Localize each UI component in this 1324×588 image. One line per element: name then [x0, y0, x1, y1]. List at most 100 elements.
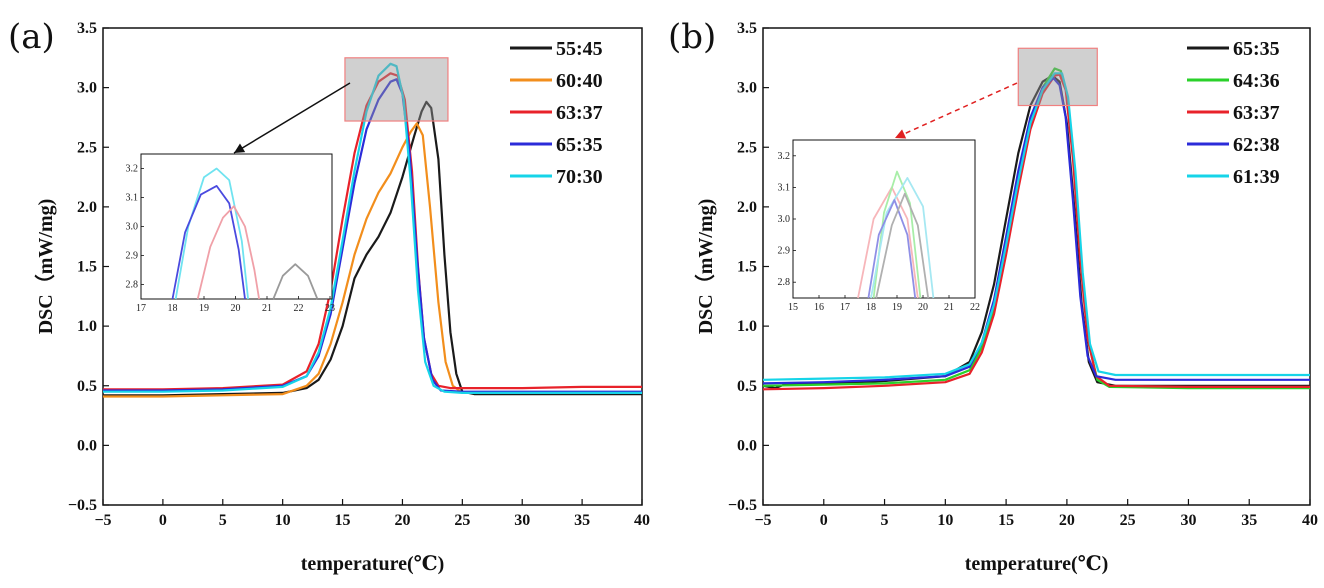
inset-series-line: [196, 205, 260, 300]
x-tick-label: 5: [881, 512, 889, 529]
inset-series-line: [867, 199, 917, 299]
y-tick-label: 0.0: [737, 437, 757, 454]
y-tick-label: 3.0: [737, 80, 757, 97]
x-tick-label: 40: [1302, 512, 1318, 529]
inset-y-tick-label: 3.2: [778, 151, 791, 162]
y-tick-label: 0.5: [737, 378, 757, 395]
legend-label: 60:40: [556, 70, 603, 92]
series-line-63-37: [762, 73, 1310, 391]
x-axis-title: temperature(℃): [301, 553, 445, 575]
highlight-box: [344, 57, 449, 122]
inset-x-tick-label: 22: [970, 302, 980, 313]
inset-series-line: [272, 263, 319, 300]
x-tick-label: 35: [1241, 512, 1257, 529]
x-tick-label: 0: [820, 512, 828, 529]
y-tick-label: 3.5: [77, 20, 97, 37]
y-tick-label: −0.5: [68, 497, 97, 514]
y-tick-label: 1.5: [737, 259, 757, 276]
x-tick-label: −5: [94, 512, 111, 529]
y-tick-label: 0.5: [77, 378, 97, 395]
legend-label: 65:35: [556, 134, 603, 156]
y-tick-label: 2.5: [737, 139, 757, 156]
zoom-arrow: [233, 82, 351, 154]
y-tick-label: 1.0: [77, 318, 97, 335]
inset-x-tick-label: 15: [788, 302, 798, 313]
x-tick-label: 15: [335, 512, 351, 529]
inset-y-tick-label: 2.9: [778, 246, 791, 257]
y-tick-label: 0.0: [77, 437, 97, 454]
x-tick-label: 35: [574, 512, 590, 529]
inset-x-tick-label: 16: [814, 302, 824, 313]
x-tick-label: 10: [275, 512, 291, 529]
y-tick-label: 2.5: [77, 139, 97, 156]
x-tick-label: 20: [394, 512, 410, 529]
inset-y-tick-label: 3.1: [126, 193, 139, 204]
inset-y-tick-label: 3.2: [126, 164, 139, 175]
y-tick-label: 3.5: [737, 20, 757, 37]
inset-y-tick-label: 3.0: [778, 214, 791, 225]
inset-x-tick-label: 18: [866, 302, 876, 313]
y-tick-label: −0.5: [728, 497, 757, 514]
inset-x-tick-label: 23: [325, 303, 335, 314]
inset-series-line: [870, 177, 935, 299]
legend-label: 70:30: [556, 166, 603, 188]
inset-y-tick-label: 2.8: [126, 280, 139, 291]
series-line-64-36: [762, 67, 1310, 390]
y-axis-title: DSC（mW/mg): [34, 199, 57, 335]
x-tick-label: 10: [937, 512, 953, 529]
legend-label: 63:37: [1233, 102, 1280, 124]
panel-letter: (a): [8, 17, 55, 57]
inset-x-tick-label: 17: [840, 302, 850, 313]
x-tick-label: 0: [159, 512, 167, 529]
inset-y-tick-label: 3.0: [126, 222, 139, 233]
x-tick-label: 20: [1059, 512, 1075, 529]
series-line-70-30: [103, 62, 642, 394]
zoom-arrow-head: [234, 143, 246, 153]
x-tick-label: 15: [998, 512, 1014, 529]
legend-label: 64:36: [1233, 70, 1280, 92]
inset-x-tick-label: 22: [294, 303, 304, 314]
legend-label: 65:35: [1233, 38, 1280, 60]
y-tick-label: 1.5: [77, 259, 97, 276]
zoom-arrow: [894, 82, 1018, 139]
inset-series-line: [171, 185, 246, 300]
inset-x-tick-label: 20: [231, 303, 241, 314]
inset-y-tick-label: 2.9: [126, 251, 139, 262]
inset-x-tick-label: 19: [199, 303, 209, 314]
highlight-box: [1017, 47, 1098, 107]
series-line-61-39: [762, 72, 1310, 381]
inset-series-line: [875, 192, 930, 299]
inset-x-tick-label: 19: [892, 302, 902, 313]
panel-b: (b) −0.5 0.0 0.5 1.0 1.5 2.0 2.5 3.0 3.5 −5 0 5 10 15 2…: [668, 17, 1318, 575]
x-tick-label: 30: [1180, 512, 1196, 529]
y-tick-label: 3.0: [77, 80, 97, 97]
x-tick-label: 40: [634, 512, 650, 529]
x-tick-label: 25: [1120, 512, 1136, 529]
legend-label: 62:38: [1233, 134, 1280, 156]
series-line-63-37: [103, 72, 642, 391]
inset-y-tick-label: 2.8: [778, 277, 791, 288]
panel-a: (a) −0.5 0.0 0.5 1.0 1.5 2.0 2.5 3.0 3.5 −5 0 5 10 15 2…: [8, 17, 650, 575]
x-tick-label: 25: [454, 512, 470, 529]
series-line-60-40: [103, 122, 642, 398]
x-axis-title: temperature(℃): [965, 553, 1109, 575]
x-tick-label: 30: [514, 512, 530, 529]
legend-label: 55:45: [556, 38, 603, 60]
inset-x-tick-label: 18: [168, 303, 178, 314]
x-tick-label: 5: [219, 512, 227, 529]
y-tick-label: 2.0: [77, 199, 97, 216]
panel-letter: (b): [668, 17, 716, 57]
y-tick-label: 1.0: [737, 318, 757, 335]
y-tick-label: 2.0: [737, 199, 757, 216]
inset-x-tick-label: 21: [944, 302, 954, 313]
legend-label: 61:39: [1233, 166, 1280, 188]
inset-x-tick-label: 17: [136, 303, 146, 314]
inset-y-tick-label: 3.1: [778, 182, 791, 193]
inset-x-tick-label: 20: [918, 302, 928, 313]
y-axis-title: DSC（mW/mg): [694, 199, 717, 335]
x-tick-label: −5: [754, 512, 771, 529]
legend-label: 63:37: [556, 102, 603, 124]
inset-frame: [140, 153, 333, 300]
